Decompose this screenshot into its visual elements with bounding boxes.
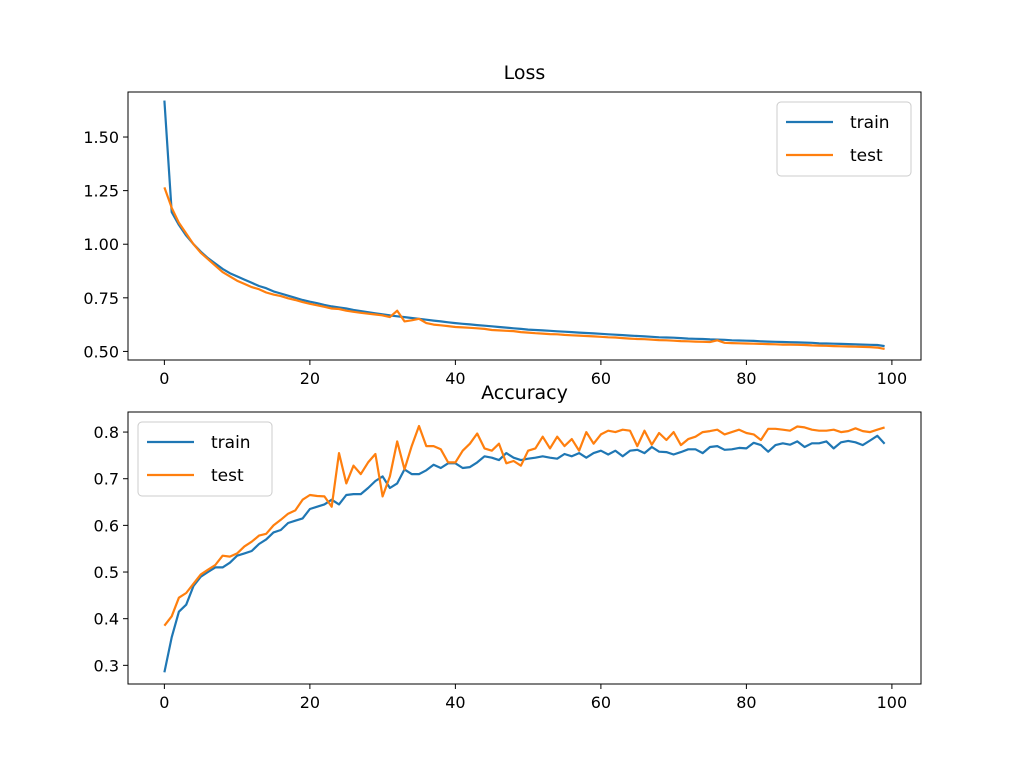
legend-label-train: train (211, 433, 251, 453)
legend-label-test: test (850, 146, 883, 166)
legend: train test (776, 101, 912, 177)
y-tick-label: 0.8 (94, 423, 119, 442)
x-tick-label: 60 (591, 369, 611, 388)
x-tick-label: 80 (736, 693, 756, 712)
x-tick-label: 100 (877, 693, 908, 712)
legend-label-train: train (850, 113, 890, 133)
x-tick-label: 80 (736, 369, 756, 388)
y-tick-label: 1.25 (83, 182, 119, 201)
legend-label-test: test (211, 466, 244, 486)
axes-frame (127, 411, 922, 685)
y-tick-label: 1.00 (83, 235, 119, 254)
y-tick-label: 0.75 (83, 289, 119, 308)
x-tick-label: 60 (591, 693, 611, 712)
legend: train test (137, 421, 273, 497)
series-line-test (163, 424, 885, 627)
x-tick-label: 40 (445, 369, 465, 388)
x-tick-label: 0 (159, 369, 169, 388)
chart-title: Accuracy (481, 382, 568, 404)
y-tick-label: 1.50 (83, 128, 119, 147)
y-tick-label: 0.5 (94, 563, 119, 582)
y-tick-label: 0.4 (94, 610, 119, 629)
series-line-train (163, 100, 885, 348)
y-tick-label: 0.50 (83, 342, 119, 361)
subplot-loss: 0 20 40 60 80 100 0.50 0.75 1.00 1.25 1.50 Loss trai… (83, 62, 922, 388)
y-tick-label: 0.7 (94, 470, 119, 489)
legend-box (137, 421, 273, 497)
y-tick-label: 0.6 (94, 516, 119, 535)
legend-box (776, 101, 912, 177)
x-tick-label: 20 (300, 693, 320, 712)
x-tick-label: 0 (159, 693, 169, 712)
axes-frame (127, 91, 922, 361)
x-tick-label: 20 (300, 369, 320, 388)
series-line-test (163, 187, 885, 350)
chart-title: Loss (504, 62, 546, 84)
x-tick-label: 100 (877, 369, 908, 388)
x-tick-label: 40 (445, 693, 465, 712)
subplot-accuracy: 0 20 40 60 80 100 0.3 0.4 0.5 0.6 0.7 0.8 Accuracy tr… (94, 382, 922, 712)
y-tick-label: 0.3 (94, 656, 119, 675)
